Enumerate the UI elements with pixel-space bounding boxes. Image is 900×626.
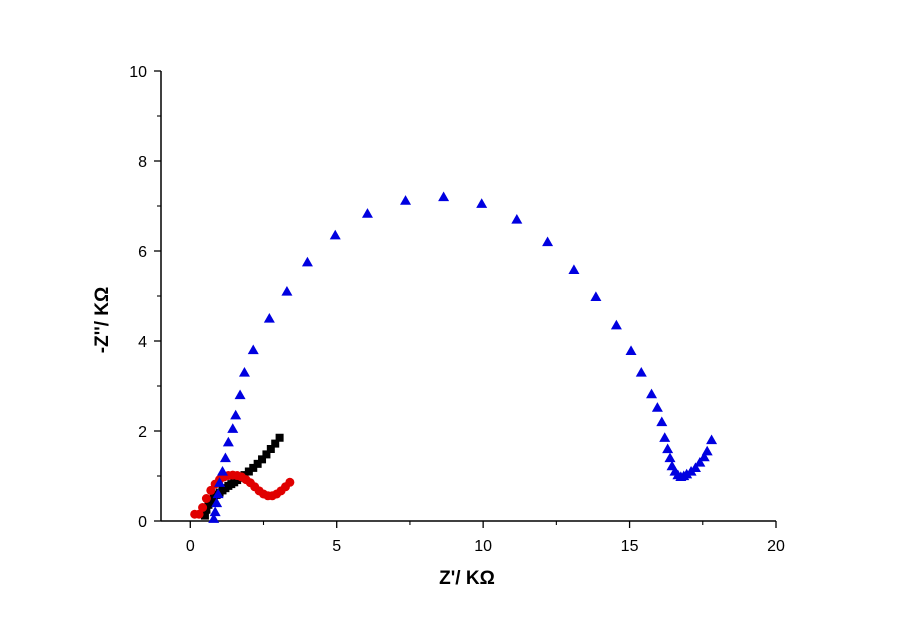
- data-point-triangle: [694, 457, 706, 467]
- series-3: [208, 191, 718, 523]
- data-point-triangle: [511, 214, 523, 224]
- plot-marks: [190, 191, 718, 523]
- plot-axes: 0 5 10 15 20 0 2 4 6 8 10: [129, 64, 785, 555]
- data-point-circle: [194, 509, 204, 519]
- y-tick-label: 4: [138, 334, 147, 351]
- data-point-triangle: [610, 319, 622, 330]
- data-point-square: [200, 511, 209, 520]
- data-point-triangle: [635, 367, 647, 377]
- data-point-triangle: [646, 388, 658, 399]
- data-point-triangle: [247, 344, 259, 355]
- data-point-triangle: [706, 434, 718, 445]
- series-2: [190, 470, 295, 519]
- data-point-triangle: [219, 452, 231, 463]
- data-point-triangle: [568, 264, 580, 275]
- data-point-square: [262, 450, 271, 459]
- data-point-square: [271, 439, 280, 448]
- data-point-triangle: [656, 416, 668, 427]
- data-point-square: [253, 459, 262, 468]
- data-point-triangle: [701, 445, 713, 456]
- data-point-triangle: [438, 191, 450, 202]
- data-point-triangle: [222, 436, 234, 447]
- data-point-triangle: [681, 468, 693, 479]
- data-point-triangle: [211, 497, 223, 508]
- data-point-triangle: [227, 423, 239, 433]
- x-axis-title: Z'/ KΩ: [439, 568, 495, 589]
- x-tick-label: 0: [186, 538, 195, 555]
- data-point-triangle: [625, 345, 637, 356]
- data-point-triangle: [208, 513, 220, 523]
- x-tick-label: 15: [621, 538, 639, 555]
- data-point-circle: [285, 477, 295, 487]
- y-tick-label: 10: [129, 64, 147, 81]
- data-point-square: [258, 455, 267, 464]
- data-point-circle: [198, 503, 208, 512]
- y-tick-label: 2: [138, 424, 147, 441]
- data-point-triangle: [664, 452, 676, 463]
- y-tick-label: 0: [138, 514, 147, 531]
- data-point-triangle: [651, 402, 663, 412]
- y-axis-title: -Z''/ KΩ: [92, 287, 113, 353]
- x-tick-label: 20: [767, 538, 785, 555]
- data-point-square: [244, 467, 253, 476]
- data-point-square: [249, 463, 258, 472]
- data-point-triangle: [263, 313, 275, 323]
- data-point-triangle: [230, 409, 242, 420]
- data-point-triangle: [400, 195, 412, 205]
- data-point-triangle: [476, 198, 488, 208]
- data-point-square: [275, 433, 284, 442]
- data-point-circle: [201, 494, 211, 503]
- data-point-triangle: [238, 367, 250, 377]
- data-point-triangle: [301, 256, 313, 267]
- data-point-triangle: [212, 488, 224, 499]
- data-point-triangle: [659, 432, 671, 442]
- data-point-triangle: [689, 462, 701, 473]
- data-point-triangle: [698, 451, 710, 462]
- data-point-triangle: [542, 236, 554, 247]
- data-point-triangle: [662, 443, 674, 454]
- data-point-triangle: [361, 208, 373, 218]
- y-tick-label: 8: [138, 154, 147, 171]
- x-tick-label: 10: [474, 538, 492, 555]
- data-point-triangle: [209, 506, 221, 517]
- data-point-triangle: [329, 229, 341, 240]
- data-point-triangle: [281, 286, 293, 296]
- data-point-square: [204, 500, 213, 509]
- data-point-square: [266, 445, 275, 453]
- data-point-circle: [206, 485, 216, 495]
- data-point-triangle: [214, 477, 226, 487]
- x-tick-label: 5: [332, 538, 341, 555]
- data-point-triangle: [590, 291, 602, 302]
- y-tick-label: 6: [138, 244, 147, 261]
- data-point-triangle: [217, 466, 228, 476]
- data-point-triangle: [234, 389, 246, 400]
